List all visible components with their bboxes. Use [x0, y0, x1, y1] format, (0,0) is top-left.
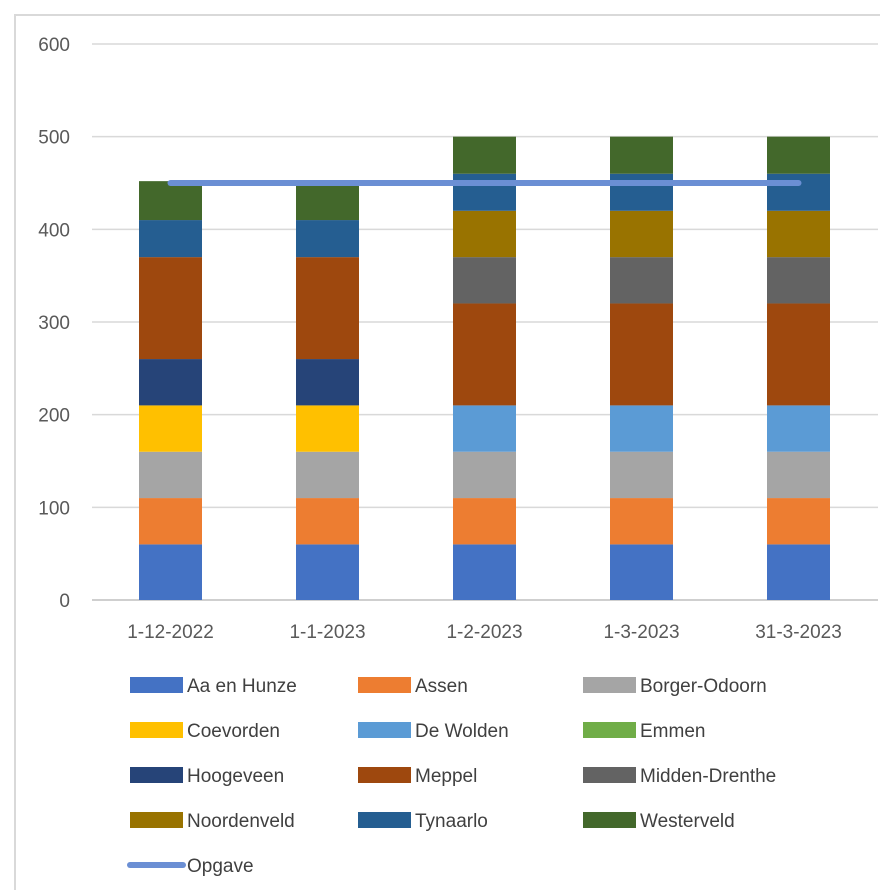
bar-hoogeveen-1-1-2023	[296, 359, 359, 406]
legend-label-tynaarlo: Tynaarlo	[415, 811, 488, 832]
bar-meppel-1-1-2023	[296, 257, 359, 360]
x-tick-label-1-3-2023: 1-3-2023	[603, 622, 679, 643]
bar-tynaarlo-31-3-2023	[767, 173, 830, 211]
y-tick-label-600: 600	[38, 35, 70, 56]
legend-label-coevorden: Coevorden	[187, 721, 280, 742]
bar-borger-odoorn-1-2-2023	[453, 451, 516, 499]
bar-assen-1-2-2023	[453, 498, 516, 545]
bar-assen-1-12-2022	[139, 498, 202, 545]
bar-de-wolden-31-3-2023	[767, 405, 830, 452]
legend-swatch-midden-drenthe	[583, 767, 636, 783]
bar-aa-en-hunze-1-12-2022	[139, 544, 202, 600]
bar-noordenveld-31-3-2023	[767, 210, 830, 258]
bar-aa-en-hunze-31-3-2023	[767, 544, 830, 600]
bar-borger-odoorn-1-1-2023	[296, 451, 359, 499]
bar-westerveld-1-1-2023	[296, 183, 359, 221]
legend-swatch-meppel	[358, 767, 411, 783]
legend-label-hoogeveen: Hoogeveen	[187, 766, 284, 787]
x-tick-label-1-12-2022: 1-12-2022	[127, 622, 214, 643]
bar-noordenveld-1-2-2023	[453, 210, 516, 258]
bar-meppel-1-12-2022	[139, 257, 202, 360]
bar-westerveld-31-3-2023	[767, 136, 830, 174]
y-tick-label-200: 200	[38, 406, 70, 427]
bar-westerveld-1-12-2022	[139, 181, 202, 221]
bar-meppel-1-3-2023	[610, 303, 673, 406]
bar-midden-drenthe-31-3-2023	[767, 257, 830, 304]
legend-swatch-aa-en-hunze	[130, 677, 183, 693]
bar-aa-en-hunze-1-1-2023	[296, 544, 359, 600]
y-tick-label-100: 100	[38, 498, 70, 519]
bar-meppel-31-3-2023	[767, 303, 830, 406]
bar-noordenveld-1-3-2023	[610, 210, 673, 258]
bar-westerveld-1-3-2023	[610, 136, 673, 174]
chart-frame	[14, 14, 880, 890]
x-tick-label-1-1-2023: 1-1-2023	[289, 622, 365, 643]
legend-swatch-emmen	[583, 722, 636, 738]
bar-tynaarlo-1-12-2022	[139, 220, 202, 258]
bar-borger-odoorn-1-3-2023	[610, 451, 673, 499]
legend-swatch-tynaarlo	[358, 812, 411, 828]
bar-meppel-1-2-2023	[453, 303, 516, 406]
bar-coevorden-1-1-2023	[296, 405, 359, 452]
bar-tynaarlo-1-3-2023	[610, 173, 673, 211]
bar-assen-1-1-2023	[296, 498, 359, 545]
y-tick-label-0: 0	[59, 591, 70, 612]
legend-label-assen: Assen	[415, 676, 468, 697]
bar-borger-odoorn-31-3-2023	[767, 451, 830, 499]
bar-coevorden-1-12-2022	[139, 405, 202, 452]
bar-hoogeveen-1-12-2022	[139, 359, 202, 406]
y-tick-label-500: 500	[38, 128, 70, 149]
legend-label-de-wolden: De Wolden	[415, 721, 509, 742]
bar-tynaarlo-1-2-2023	[453, 173, 516, 211]
bar-assen-31-3-2023	[767, 498, 830, 545]
bar-aa-en-hunze-1-3-2023	[610, 544, 673, 600]
bar-aa-en-hunze-1-2-2023	[453, 544, 516, 600]
legend-label-westerveld: Westerveld	[640, 811, 735, 832]
legend-swatch-coevorden	[130, 722, 183, 738]
y-tick-label-400: 400	[38, 220, 70, 241]
legend-label-aa-en-hunze: Aa en Hunze	[187, 676, 297, 697]
bar-borger-odoorn-1-12-2022	[139, 451, 202, 499]
legend-label-borger-odoorn: Borger-Odoorn	[640, 676, 767, 697]
legend-swatch-borger-odoorn	[583, 677, 636, 693]
bar-tynaarlo-1-1-2023	[296, 220, 359, 258]
bar-de-wolden-1-3-2023	[610, 405, 673, 452]
legend-swatch-noordenveld	[130, 812, 183, 828]
bar-westerveld-1-2-2023	[453, 136, 516, 174]
legend-swatch-hoogeveen	[130, 767, 183, 783]
legend-label-midden-drenthe: Midden-Drenthe	[640, 766, 776, 787]
bar-midden-drenthe-1-2-2023	[453, 257, 516, 304]
bar-midden-drenthe-1-3-2023	[610, 257, 673, 304]
bar-de-wolden-1-2-2023	[453, 405, 516, 452]
legend-label-meppel: Meppel	[415, 766, 477, 787]
legend-label-opgave: Opgave	[187, 856, 254, 877]
legend-swatch-assen	[358, 677, 411, 693]
y-tick-label-300: 300	[38, 313, 70, 334]
bar-assen-1-3-2023	[610, 498, 673, 545]
legend-swatch-de-wolden	[358, 722, 411, 738]
x-tick-label-31-3-2023: 31-3-2023	[755, 622, 842, 643]
legend-label-noordenveld: Noordenveld	[187, 811, 295, 832]
legend-swatch-westerveld	[583, 812, 636, 828]
legend-label-emmen: Emmen	[640, 721, 705, 742]
x-tick-label-1-2-2023: 1-2-2023	[446, 622, 522, 643]
